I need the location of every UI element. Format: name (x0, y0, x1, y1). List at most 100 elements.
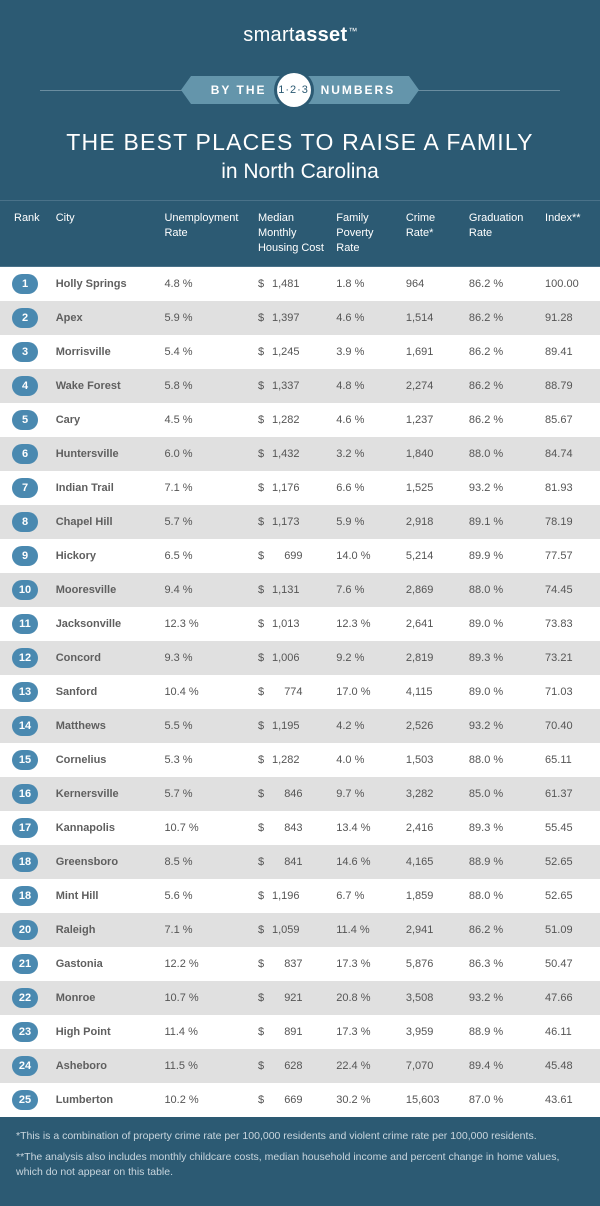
housing-cost-cell: $ 841 (252, 845, 330, 879)
rank-cell: 21 (0, 947, 50, 981)
crime-cell: 5,214 (400, 539, 463, 573)
city-cell: Matthews (50, 709, 159, 743)
housing-cost-cell: $ 669 (252, 1083, 330, 1117)
poverty-cell: 3.2 % (330, 437, 400, 471)
rank-cell: 24 (0, 1049, 50, 1083)
rank-cell: 5 (0, 403, 50, 437)
crime-cell: 3,959 (400, 1015, 463, 1049)
index-cell: 84.74 (539, 437, 600, 471)
rank-cell: 23 (0, 1015, 50, 1049)
graduation-cell: 86.2 % (463, 266, 539, 301)
housing-cost-cell: $ 774 (252, 675, 330, 709)
housing-cost-cell: $1,432 (252, 437, 330, 471)
graduation-cell: 89.0 % (463, 607, 539, 641)
city-cell: Morrisville (50, 335, 159, 369)
index-cell: 74.45 (539, 573, 600, 607)
rank-cell: 3 (0, 335, 50, 369)
rank-pill: 7 (12, 478, 38, 498)
table-row: 10Mooresville9.4 %$1,1317.6 %2,86988.0 %… (0, 573, 600, 607)
table-row: 24Asheboro11.5 %$ 62822.4 %7,07089.4 %45… (0, 1049, 600, 1083)
unemployment-cell: 12.2 % (158, 947, 252, 981)
unemployment-cell: 5.3 % (158, 743, 252, 777)
rank-cell: 18 (0, 879, 50, 913)
rank-pill: 25 (12, 1090, 38, 1110)
unemployment-cell: 5.5 % (158, 709, 252, 743)
graduation-cell: 86.2 % (463, 403, 539, 437)
poverty-cell: 4.0 % (330, 743, 400, 777)
footnotes: *This is a combination of property crime… (0, 1117, 600, 1206)
index-cell: 85.67 (539, 403, 600, 437)
poverty-cell: 9.7 % (330, 777, 400, 811)
rank-pill: 16 (12, 784, 38, 804)
brand-part2: asset (295, 24, 348, 46)
brand-text: smartasset™ (243, 24, 356, 46)
crime-cell: 2,274 (400, 369, 463, 403)
housing-cost-cell: $1,131 (252, 573, 330, 607)
badge-section: BY THE 1·2·3 NUMBERS (0, 61, 600, 119)
poverty-cell: 1.8 % (330, 266, 400, 301)
table-row: 5Cary4.5 %$1,2824.6 %1,23786.2 %85.67 (0, 403, 600, 437)
table-row: 1Holly Springs4.8 %$1,4811.8 %96486.2 %1… (0, 266, 600, 301)
unemployment-cell: 9.3 % (158, 641, 252, 675)
table-row: 16Kernersville5.7 %$ 8469.7 %3,28285.0 %… (0, 777, 600, 811)
rank-pill: 13 (12, 682, 38, 702)
unemployment-cell: 5.6 % (158, 879, 252, 913)
rank-pill: 10 (12, 580, 38, 600)
city-cell: Jacksonville (50, 607, 159, 641)
city-cell: Chapel Hill (50, 505, 159, 539)
housing-cost-cell: $ 846 (252, 777, 330, 811)
index-cell: 88.79 (539, 369, 600, 403)
poverty-cell: 20.8 % (330, 981, 400, 1015)
crime-cell: 1,840 (400, 437, 463, 471)
housing-cost-cell: $1,059 (252, 913, 330, 947)
subtitle: in North Carolina (0, 160, 600, 184)
unemployment-cell: 10.4 % (158, 675, 252, 709)
crime-cell: 4,115 (400, 675, 463, 709)
table-row: 18Mint Hill5.6 %$1,1966.7 %1,85988.0 %52… (0, 879, 600, 913)
unemployment-cell: 4.5 % (158, 403, 252, 437)
graduation-cell: 87.0 % (463, 1083, 539, 1117)
crime-cell: 2,918 (400, 505, 463, 539)
unemployment-cell: 5.8 % (158, 369, 252, 403)
unemployment-cell: 8.5 % (158, 845, 252, 879)
graduation-cell: 88.0 % (463, 573, 539, 607)
index-cell: 52.65 (539, 879, 600, 913)
index-cell: 91.28 (539, 301, 600, 335)
housing-cost-cell: $ 891 (252, 1015, 330, 1049)
rank-cell: 10 (0, 573, 50, 607)
index-cell: 47.66 (539, 981, 600, 1015)
rank-pill: 6 (12, 444, 38, 464)
housing-cost-cell: $ 843 (252, 811, 330, 845)
col-poverty: Family Poverty Rate (330, 201, 400, 267)
housing-cost-cell: $ 837 (252, 947, 330, 981)
crime-cell: 2,869 (400, 573, 463, 607)
housing-cost-cell: $1,337 (252, 369, 330, 403)
poverty-cell: 6.7 % (330, 879, 400, 913)
poverty-cell: 4.6 % (330, 403, 400, 437)
rank-cell: 18 (0, 845, 50, 879)
rank-cell: 4 (0, 369, 50, 403)
rankings-table: Rank City Unemployment Rate Median Month… (0, 200, 600, 1117)
table-row: 20Raleigh7.1 %$1,05911.4 %2,94186.2 %51.… (0, 913, 600, 947)
rank-pill: 23 (12, 1022, 38, 1042)
rank-cell: 17 (0, 811, 50, 845)
unemployment-cell: 9.4 % (158, 573, 252, 607)
index-cell: 45.48 (539, 1049, 600, 1083)
housing-cost-cell: $ 628 (252, 1049, 330, 1083)
graduation-cell: 86.2 % (463, 335, 539, 369)
city-cell: Cornelius (50, 743, 159, 777)
table-header: Rank City Unemployment Rate Median Month… (0, 201, 600, 267)
table-row: 13Sanford10.4 %$ 77417.0 %4,11589.0 %71.… (0, 675, 600, 709)
crime-cell: 4,165 (400, 845, 463, 879)
unemployment-cell: 6.0 % (158, 437, 252, 471)
table-row: 12Concord9.3 %$1,0069.2 %2,81989.3 %73.2… (0, 641, 600, 675)
rank-pill: 24 (12, 1056, 38, 1076)
unemployment-cell: 7.1 % (158, 913, 252, 947)
col-rank: Rank (0, 201, 50, 267)
index-cell: 51.09 (539, 913, 600, 947)
rank-cell: 11 (0, 607, 50, 641)
table-body: 1Holly Springs4.8 %$1,4811.8 %96486.2 %1… (0, 266, 600, 1117)
table-row: 3Morrisville5.4 %$1,2453.9 %1,69186.2 %8… (0, 335, 600, 369)
table-row: 6Huntersville6.0 %$1,4323.2 %1,84088.0 %… (0, 437, 600, 471)
index-cell: 61.37 (539, 777, 600, 811)
